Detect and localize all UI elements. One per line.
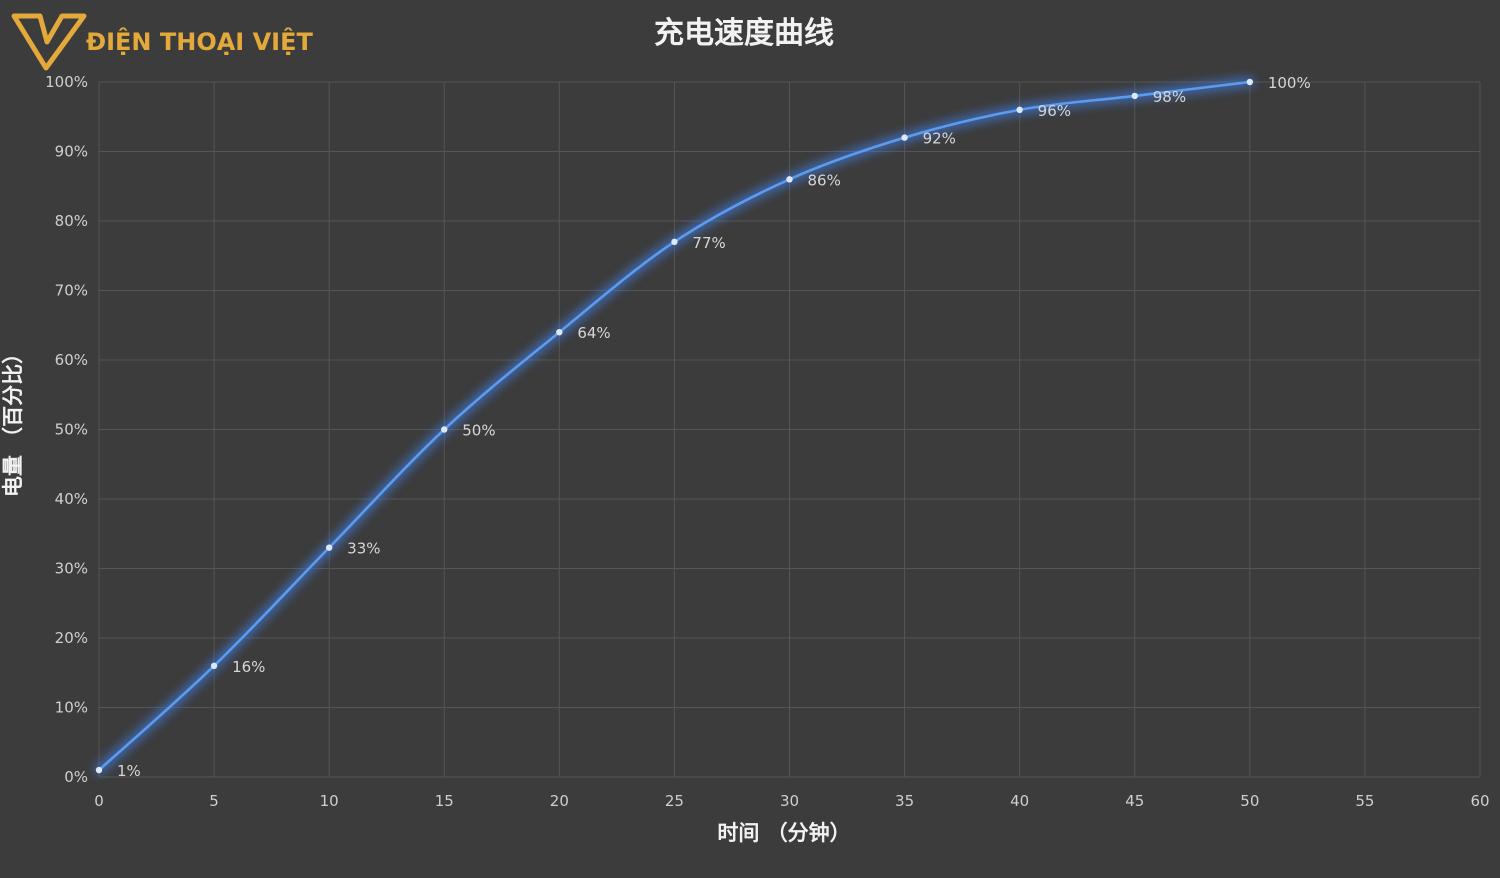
series-charging	[94, 77, 1255, 775]
brand-name: ĐIỆN THOẠI VIỆT	[86, 26, 313, 56]
data-points: 1% 16% 33% 50% 64% 77% 86% 92% 96% 98% 100%	[95, 74, 1311, 780]
y-tick-label: 10%	[55, 699, 88, 717]
data-point	[441, 426, 448, 433]
y-tick-label: 70%	[55, 282, 88, 300]
data-label: 86%	[808, 171, 841, 189]
data-label: 64%	[577, 324, 610, 342]
x-tick-label: 30	[780, 792, 799, 810]
data-label: 77%	[692, 234, 725, 252]
y-tick-label: 90%	[55, 143, 88, 161]
data-point	[325, 544, 333, 551]
data-label: 50%	[462, 422, 495, 440]
data-point	[210, 662, 218, 669]
y-tick-label: 20%	[55, 629, 88, 647]
y-tick-label: 40%	[55, 490, 88, 508]
axis-ticks: 0% 10% 20% 30% 40% 50% 60% 70% 80% 90% 100% 0 5 10 15 2…	[45, 73, 1489, 810]
chart-title: 充电速度曲线	[654, 16, 834, 51]
x-tick-label: 50	[1240, 792, 1259, 810]
data-point	[901, 134, 908, 141]
x-tick-label: 15	[435, 792, 454, 810]
x-tick-label: 0	[94, 792, 104, 810]
y-tick-label: 50%	[55, 421, 88, 439]
data-point	[786, 176, 793, 183]
y-tick-label: 0%	[64, 768, 88, 786]
data-label: 96%	[1038, 102, 1071, 120]
data-label: 33%	[347, 540, 380, 558]
x-tick-label: 40	[1010, 792, 1029, 810]
y-tick-label: 100%	[45, 73, 88, 91]
data-point	[1246, 78, 1254, 86]
y-tick-label: 80%	[55, 212, 88, 230]
brand-logo-icon	[11, 13, 87, 71]
x-tick-label: 35	[895, 792, 914, 810]
brand-logo: ĐIỆN THOẠI VIỆT	[11, 13, 313, 71]
x-tick-label: 5	[209, 792, 219, 810]
series-line	[97, 80, 1252, 772]
x-tick-label: 25	[665, 792, 684, 810]
x-tick-label: 45	[1125, 792, 1144, 810]
data-point	[95, 766, 103, 774]
x-tick-label: 60	[1470, 792, 1489, 810]
data-label: 98%	[1153, 88, 1186, 106]
y-tick-label: 30%	[55, 560, 88, 578]
x-tick-label: 55	[1355, 792, 1374, 810]
x-tick-label: 20	[550, 792, 569, 810]
grid	[98, 81, 1481, 778]
data-point	[1131, 92, 1138, 100]
data-label: 100%	[1268, 74, 1311, 92]
data-point	[671, 238, 678, 246]
data-label: 16%	[232, 658, 265, 676]
data-label: 1%	[117, 762, 141, 780]
y-axis-title: 电量 （百分比）	[1, 343, 25, 497]
y-tick-label: 60%	[55, 351, 88, 369]
x-tick-label: 10	[320, 792, 339, 810]
data-label: 92%	[923, 130, 956, 148]
x-axis-title: 时间 （分钟）	[717, 821, 850, 845]
data-point	[1016, 106, 1023, 114]
data-point	[556, 329, 563, 336]
